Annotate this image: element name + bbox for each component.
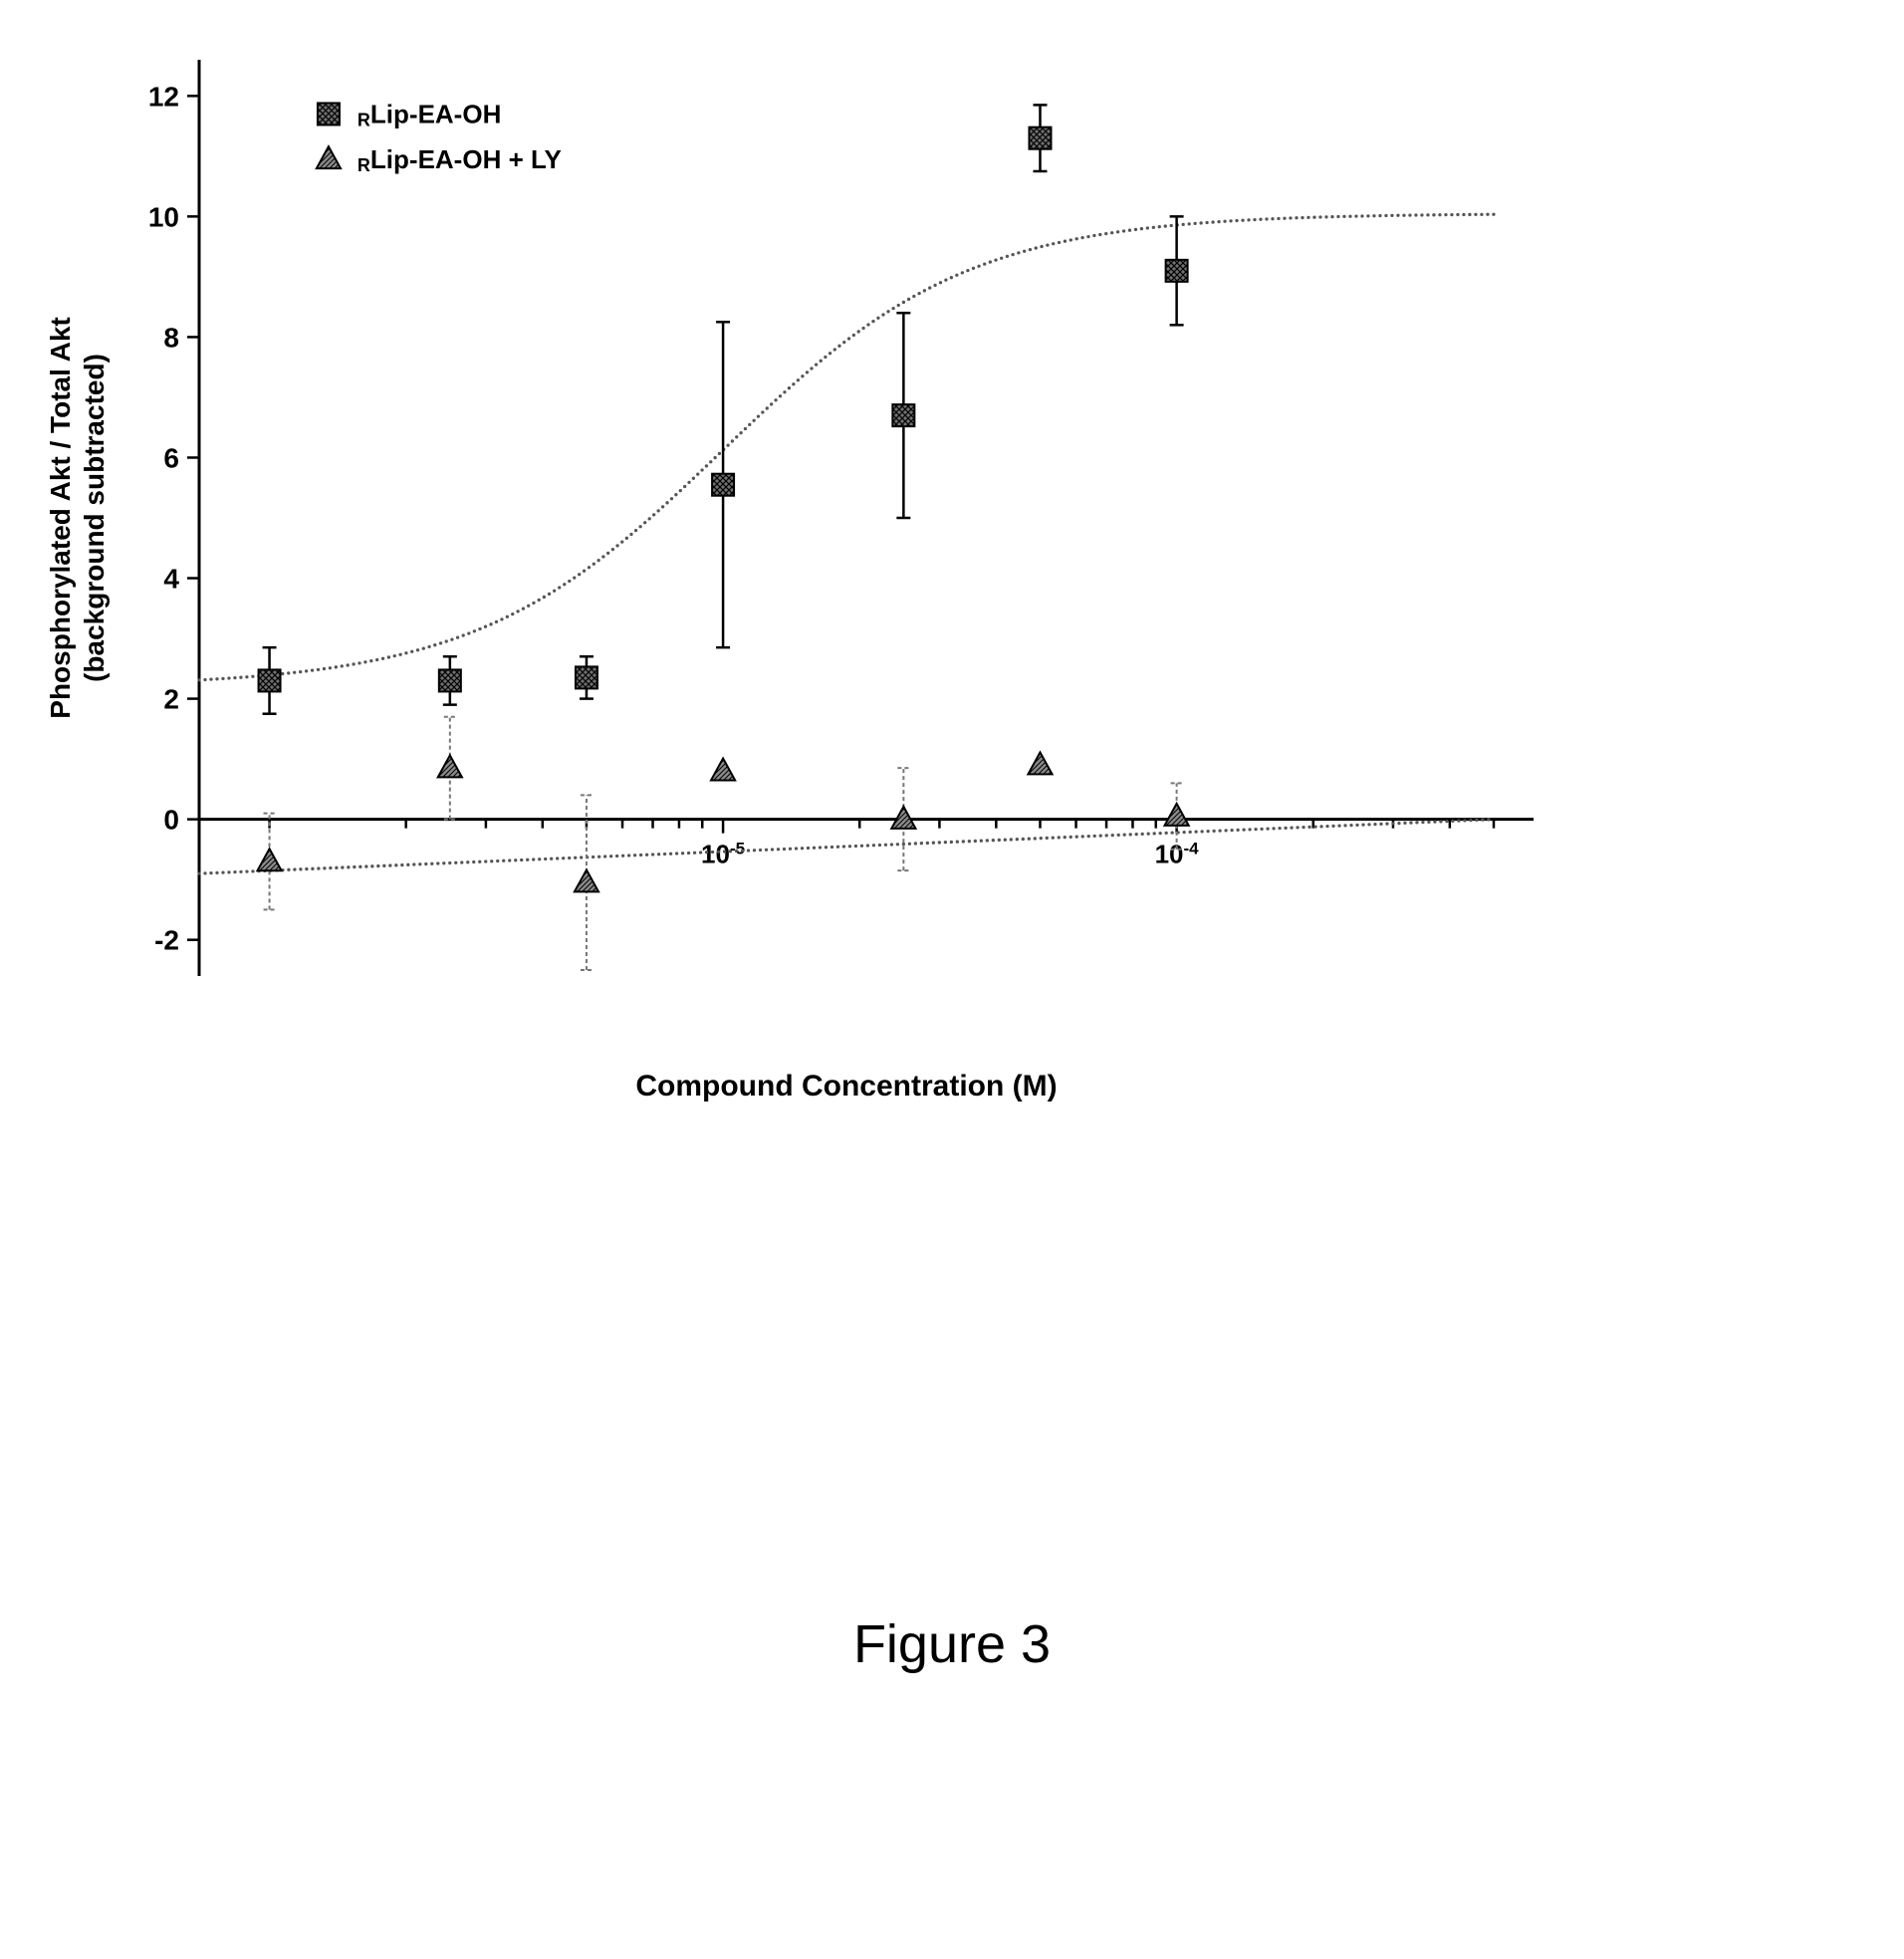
svg-text:Compound Concentration (M): Compound Concentration (M) [635,1070,1057,1102]
svg-text:6: 6 [163,442,179,473]
figure-caption: Figure 3 [0,1613,1904,1675]
svg-text:12: 12 [148,81,179,112]
svg-text:10: 10 [148,201,179,232]
svg-text:0: 0 [163,805,179,836]
svg-text:-2: -2 [154,925,179,956]
chart-svg: -202468101210-510-4RLip-EA-OHRLip-EA-OH … [0,0,1904,1175]
svg-text:Phosphorylated Akt / Total Akt: Phosphorylated Akt / Total Akt(backgroun… [45,317,110,718]
svg-text:RLip-EA-OH + LY: RLip-EA-OH + LY [357,144,562,175]
svg-text:8: 8 [163,322,179,353]
axes: -2 0 2 4 6 8 10 12 10-5 10-4 [148,60,1534,976]
svg-text:10-5: 10-5 [701,839,745,869]
legend: RLip-EA-OH RLip-EA-OH + LY [317,99,562,174]
curves [197,213,1495,875]
svg-text:10-4: 10-4 [1155,839,1200,869]
svg-text:RLip-EA-OH: RLip-EA-OH [357,99,501,129]
axis-labels: Compound Concentration (M) Phosphorylated… [45,317,1058,1102]
svg-text:4: 4 [163,564,179,595]
chart-container: -202468101210-510-4RLip-EA-OHRLip-EA-OH … [0,0,1904,1180]
svg-text:2: 2 [163,684,179,715]
page-root: -202468101210-510-4RLip-EA-OHRLip-EA-OH … [0,0,1904,1959]
